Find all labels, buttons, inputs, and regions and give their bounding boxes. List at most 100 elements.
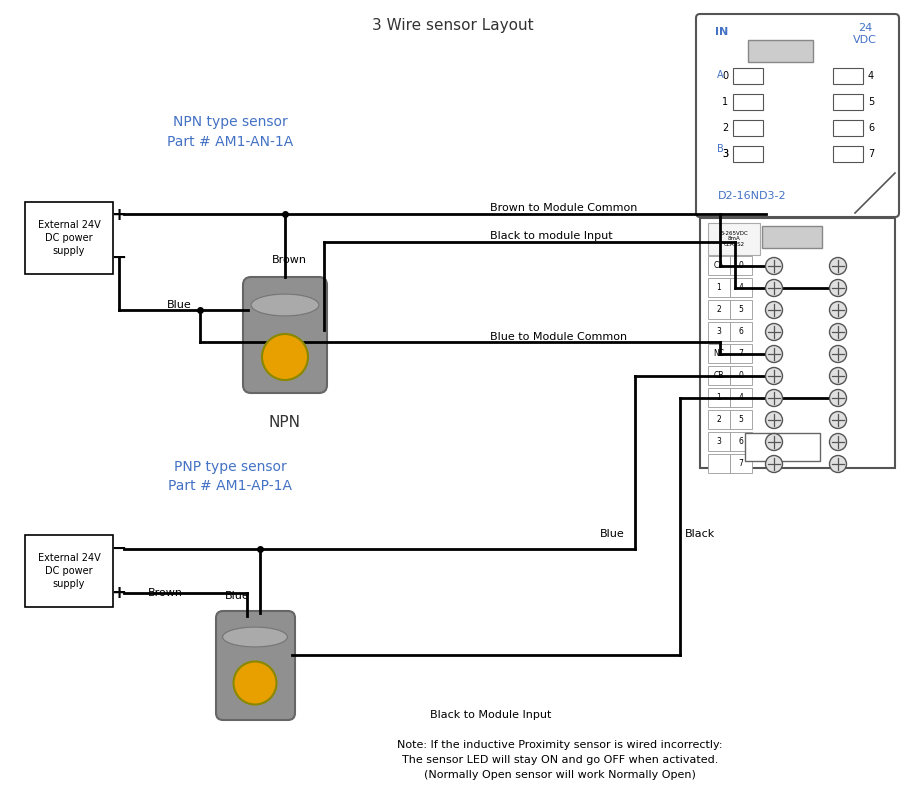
Ellipse shape: [830, 412, 846, 429]
Text: 2: 2: [722, 123, 728, 133]
Bar: [708, 278, 730, 297]
Bar: [733, 146, 763, 162]
Text: VDC: VDC: [853, 35, 877, 45]
Text: 24: 24: [858, 23, 873, 33]
Ellipse shape: [766, 345, 783, 363]
FancyBboxPatch shape: [696, 14, 899, 217]
Ellipse shape: [222, 627, 288, 647]
Ellipse shape: [766, 280, 783, 296]
Text: NPN type sensor
Part # AM1-AN-1A: NPN type sensor Part # AM1-AN-1A: [167, 115, 293, 148]
Text: 7: 7: [868, 149, 874, 159]
Text: 7: 7: [738, 458, 744, 468]
Bar: [730, 300, 752, 319]
Text: 3 Wire sensor Layout: 3 Wire sensor Layout: [372, 18, 534, 33]
Text: External 24V
DC power
supply: External 24V DC power supply: [37, 219, 101, 256]
Text: 3: 3: [717, 327, 721, 336]
FancyBboxPatch shape: [243, 277, 327, 393]
Ellipse shape: [766, 324, 783, 340]
Bar: [730, 322, 752, 341]
Ellipse shape: [830, 280, 846, 296]
Ellipse shape: [766, 368, 783, 384]
Bar: [25, 202, 113, 274]
Text: 0: 0: [738, 260, 744, 269]
Bar: [708, 432, 730, 451]
Bar: [762, 226, 822, 248]
Bar: [833, 120, 863, 136]
Text: 6: 6: [738, 327, 744, 336]
Bar: [708, 410, 730, 429]
Text: A: A: [717, 70, 723, 80]
Ellipse shape: [233, 662, 277, 705]
Text: 6: 6: [868, 123, 874, 133]
Ellipse shape: [766, 456, 783, 473]
FancyBboxPatch shape: [216, 611, 295, 720]
Ellipse shape: [830, 456, 846, 473]
Text: +: +: [112, 584, 126, 602]
Text: 2: 2: [717, 304, 721, 313]
Bar: [745, 433, 820, 461]
Bar: [730, 256, 752, 275]
Text: +: +: [112, 206, 126, 224]
Text: −: −: [112, 540, 127, 558]
Text: Black: Black: [685, 529, 716, 539]
Bar: [730, 278, 752, 297]
Bar: [733, 68, 763, 84]
Ellipse shape: [830, 324, 846, 340]
Bar: [833, 94, 863, 110]
Bar: [708, 366, 730, 385]
Ellipse shape: [830, 345, 846, 363]
Text: Black to module Input: Black to module Input: [490, 231, 612, 241]
Bar: [833, 68, 863, 84]
Ellipse shape: [766, 412, 783, 429]
Bar: [708, 454, 730, 473]
Text: Note: If the inductive Proximity sensor is wired incorrectly:
The sensor LED wil: Note: If the inductive Proximity sensor …: [397, 740, 723, 779]
Ellipse shape: [830, 301, 846, 319]
Text: Brown to Module Common: Brown to Module Common: [490, 203, 638, 213]
Ellipse shape: [766, 433, 783, 450]
Text: 3: 3: [722, 149, 728, 159]
Text: D2-16ND3-2: D2-16ND3-2: [718, 191, 786, 201]
Text: NPN: NPN: [269, 415, 301, 430]
Ellipse shape: [766, 257, 783, 275]
Text: Blue: Blue: [167, 300, 192, 310]
Bar: [708, 256, 730, 275]
Ellipse shape: [830, 368, 846, 384]
Ellipse shape: [251, 294, 319, 316]
Bar: [833, 146, 863, 162]
Text: 3: 3: [717, 437, 721, 445]
Text: −: −: [112, 249, 127, 267]
Text: Blue: Blue: [600, 529, 625, 539]
Text: 5-265VDC
8mA
CLASS2: 5-265VDC 8mA CLASS2: [720, 231, 748, 248]
Text: 0: 0: [722, 71, 728, 81]
Text: External 24V
DC power
supply: External 24V DC power supply: [37, 553, 101, 590]
Text: Black to Module Input: Black to Module Input: [430, 710, 551, 720]
Text: 4: 4: [738, 283, 744, 292]
Text: 5: 5: [738, 414, 744, 424]
Text: 4: 4: [738, 392, 744, 401]
Bar: [733, 94, 763, 110]
Text: 0: 0: [738, 371, 744, 380]
Text: 4: 4: [868, 71, 874, 81]
Text: Blue: Blue: [225, 591, 250, 601]
Bar: [700, 218, 895, 468]
Text: NC: NC: [714, 348, 725, 357]
Text: 2: 2: [717, 414, 721, 424]
Text: PNP type sensor
Part # AM1-AP-1A: PNP type sensor Part # AM1-AP-1A: [168, 460, 292, 493]
Bar: [748, 40, 813, 62]
Bar: [708, 388, 730, 407]
Bar: [708, 322, 730, 341]
Bar: [730, 454, 752, 473]
Bar: [730, 410, 752, 429]
Text: 6: 6: [738, 437, 744, 445]
Ellipse shape: [830, 433, 846, 450]
Ellipse shape: [262, 334, 308, 380]
Text: 3: 3: [722, 149, 728, 159]
Ellipse shape: [830, 257, 846, 275]
Text: 7: 7: [738, 348, 744, 357]
Bar: [733, 120, 763, 136]
Text: Brown: Brown: [148, 588, 183, 598]
Text: IN: IN: [716, 27, 728, 37]
Ellipse shape: [766, 389, 783, 406]
Bar: [708, 344, 730, 363]
Bar: [708, 223, 760, 255]
